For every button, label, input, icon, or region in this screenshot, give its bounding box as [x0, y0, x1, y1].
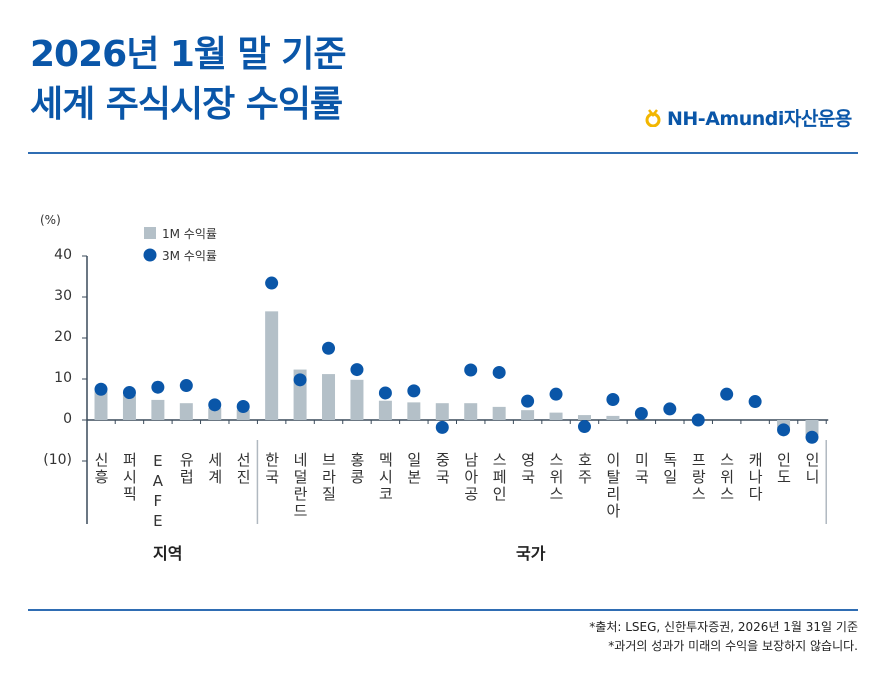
x-tick-label: 스위스: [717, 452, 736, 503]
dot-3m-세계: [208, 398, 222, 412]
dot-3m-일본: [407, 384, 421, 398]
bar-1m-퍼시픽: [122, 394, 136, 420]
dot-3m-영국: [521, 394, 535, 408]
dot-3m-유럽: [179, 379, 193, 393]
y-tick-label: 0: [63, 411, 72, 427]
x-tick-label: 퍼시픽: [120, 452, 139, 503]
y-tick-label: 30: [54, 288, 72, 304]
dot-3m-중국: [435, 420, 449, 434]
group-label-region: 지역: [153, 544, 183, 563]
bar-1m-영국: [521, 410, 535, 420]
dot-3m-인니: [805, 430, 819, 444]
x-tick-label: 스페인: [490, 452, 509, 503]
bar-1m-일본: [407, 402, 421, 420]
y-tick-label: 20: [54, 329, 72, 345]
x-tick-label: 프랑스: [689, 452, 708, 503]
brand-logo: NH-Amundi자산운용: [645, 104, 852, 131]
dot-3m-남아공: [464, 363, 478, 377]
bar-1m-중국: [435, 403, 449, 420]
x-tick-label: 인니: [803, 452, 821, 486]
footer-divider: [28, 609, 858, 611]
logo-text: NH-Amundi자산운용: [667, 108, 852, 130]
bar-1m-인니: [805, 420, 819, 436]
x-tick-label: 네덜란드: [291, 452, 310, 520]
legend-3m-swatch: [143, 248, 157, 262]
x-tick-label: 선진: [234, 452, 253, 486]
x-tick-label: 멕시코: [376, 452, 395, 503]
dot-3m-스위스: [549, 387, 563, 401]
dot-3m-미국: [634, 406, 648, 420]
x-tick-label: 스위스: [547, 452, 566, 503]
x-tick-label: 신흥: [92, 452, 110, 486]
dot-3m-스페인: [492, 365, 506, 379]
bar-1m-호주: [577, 415, 591, 420]
x-tick-label: 남아공: [461, 452, 480, 503]
bar-1m-신흥: [94, 391, 108, 420]
x-tick-label: 미국: [632, 452, 651, 486]
x-tick-label: 홍콩: [347, 452, 366, 486]
dot-3m-멕시코: [378, 386, 392, 400]
dot-3m-네덜란드: [293, 373, 307, 387]
unit-label: (%): [40, 213, 61, 227]
bar-1m-한국: [265, 311, 279, 420]
bar-1m-홍콩: [350, 379, 364, 420]
x-tick-label: 인도: [774, 452, 793, 486]
dot-3m-인도: [777, 423, 791, 437]
bar-1m-세계: [208, 408, 222, 420]
x-tick-label: 한국: [262, 452, 281, 486]
dot-3m-스위스: [720, 387, 734, 401]
bar-1m-스위스: [549, 412, 563, 420]
x-tick-label: 호주: [575, 452, 594, 486]
x-tick-label: 독일: [660, 452, 679, 486]
y-tick-label: 10: [54, 370, 72, 386]
bar-1m-EAFE: [151, 399, 165, 420]
dot-3m-퍼시픽: [122, 386, 136, 400]
bar-1m-멕시코: [378, 400, 392, 420]
source-note: *출처: LSEG, 신한투자증권, 2026년 1월 31일 기준: [589, 620, 858, 634]
y-tick-label: (10): [43, 452, 72, 468]
title-line-1: 2026년 1월 말 기준: [30, 34, 346, 75]
x-tick-label: 영국: [518, 452, 537, 486]
chart: [82, 227, 829, 524]
x-tick-label: 브라질: [319, 452, 338, 503]
bar-1m-스페인: [492, 406, 506, 420]
bar-1m-남아공: [464, 403, 478, 420]
header-divider: [28, 152, 858, 154]
dot-3m-호주: [577, 420, 591, 434]
bar-1m-선진: [236, 409, 250, 420]
bar-1m-유럽: [179, 403, 193, 420]
page-title: 2026년 1월 말 기준 세계 주식시장 수익률: [30, 30, 346, 130]
disclaimer-note: *과거의 성과가 미래의 수익을 보장하지 않습니다.: [608, 639, 858, 653]
x-tick-label: 이탈리아: [603, 452, 622, 520]
x-tick-label: 중국: [433, 452, 452, 486]
dot-3m-한국: [265, 276, 279, 290]
title-line-2: 세계 주식시장 수익률: [30, 84, 343, 125]
x-tick-label: EAFE: [148, 452, 167, 532]
y-tick-label: 40: [54, 247, 72, 263]
group-label-country: 국가: [516, 544, 546, 563]
bar-1m-브라질: [322, 374, 336, 420]
x-tick-label: 캐나다: [746, 452, 765, 503]
legend-1m-swatch: [144, 227, 156, 239]
dot-3m-캐나다: [748, 395, 762, 409]
dot-3m-선진: [236, 399, 250, 413]
x-tick-label: 세계: [205, 452, 224, 486]
x-tick-label: 일본: [404, 452, 423, 486]
dot-3m-EAFE: [151, 380, 165, 394]
bar-1m-이탈리아: [606, 415, 620, 420]
dot-3m-프랑스: [691, 413, 705, 427]
x-tick-label: 유럽: [177, 452, 196, 486]
dot-3m-이탈리아: [606, 393, 620, 406]
dot-3m-홍콩: [350, 363, 364, 377]
dot-3m-독일: [663, 402, 677, 416]
dot-3m-브라질: [322, 341, 336, 355]
legend-3m: 3M 수익률: [162, 249, 217, 263]
dot-3m-신흥: [94, 382, 108, 396]
legend-1m: 1M 수익률: [162, 227, 217, 241]
logo-icon: [645, 108, 661, 127]
